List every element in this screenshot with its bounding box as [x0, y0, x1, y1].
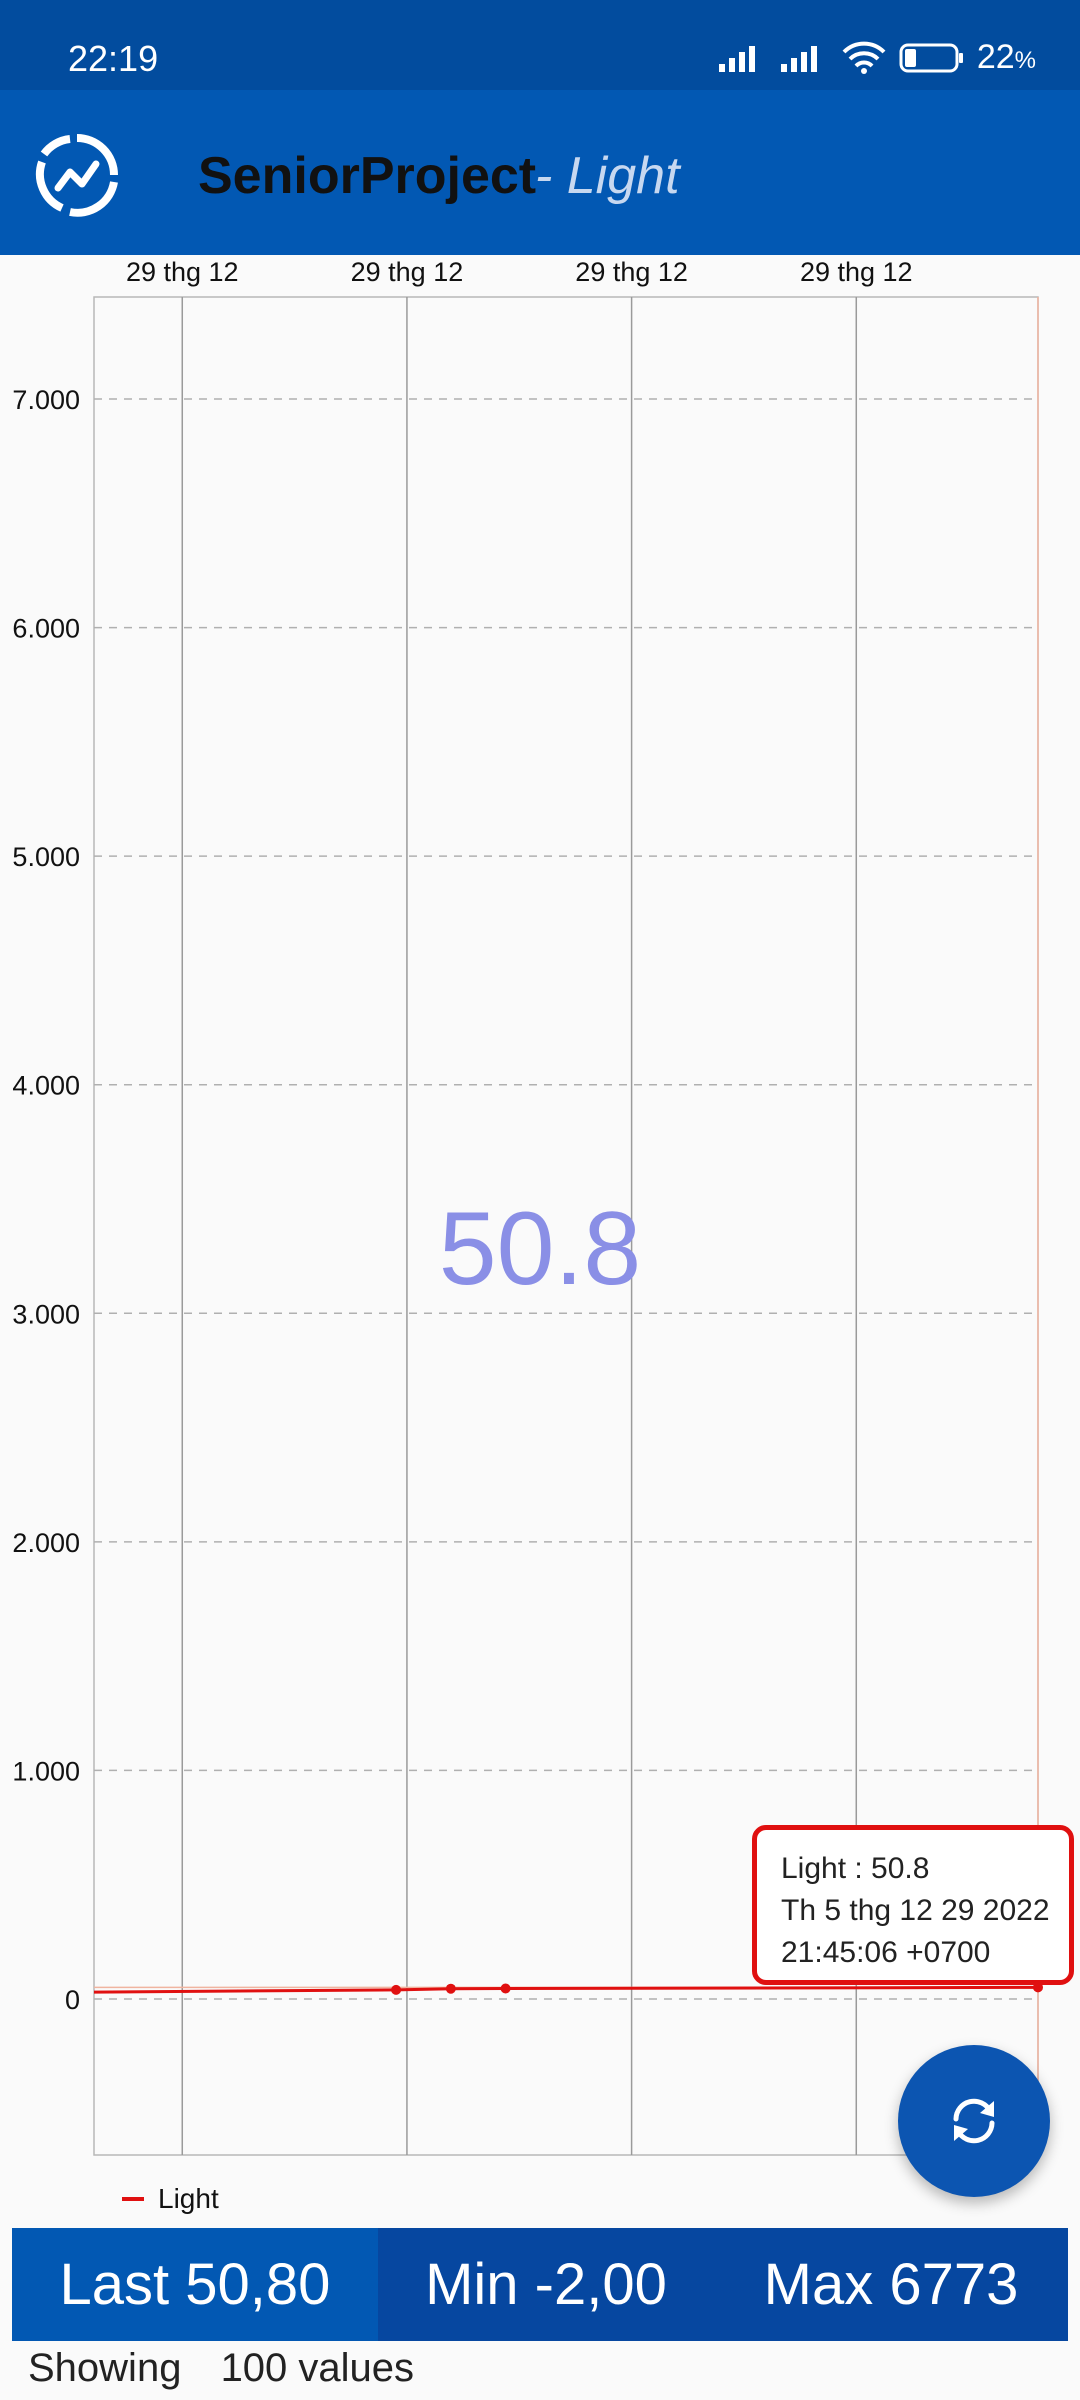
app-title: SeniorProject	[198, 147, 537, 205]
data-point	[500, 1983, 511, 1994]
tooltip-line-time: 21:45:06 +0700	[781, 1936, 991, 1969]
stat-max: Max 6773	[714, 2228, 1068, 2341]
status-time: 22:19	[68, 38, 159, 79]
signal-icon	[780, 45, 817, 72]
tooltip-line-date: Th 5 thg 12 29 2022	[781, 1894, 1050, 1927]
status-icons: 22%	[717, 38, 1036, 77]
stats-bar: Last 50,80 Min -2,00 Max 6773	[12, 2228, 1068, 2341]
refresh-icon	[953, 2098, 995, 2144]
app-subtitle: - Light	[535, 147, 680, 205]
x-tick-label: 29 thg 12	[351, 257, 464, 287]
y-tick-label: 6.000	[12, 614, 80, 644]
battery-icon	[899, 43, 963, 72]
data-point	[391, 1984, 402, 1995]
status-bar: 22:19 22%	[0, 0, 1080, 90]
y-tick-label: 7.000	[12, 385, 80, 415]
tooltip-line-value: Light : 50.8	[781, 1852, 930, 1885]
refresh-button[interactable]	[898, 2045, 1050, 2197]
legend-swatch	[122, 2197, 144, 2201]
x-tick-label: 29 thg 12	[575, 257, 688, 287]
x-tick-label: 29 thg 12	[126, 257, 239, 287]
y-tick-label: 2.000	[12, 1528, 80, 1558]
y-tick-label: 1.000	[12, 1756, 80, 1786]
footer-info: Showing 100 values	[28, 2346, 442, 2391]
stat-min: Min -2,00	[378, 2228, 714, 2341]
wifi-icon	[842, 41, 886, 74]
app-bar	[0, 90, 1080, 255]
footer-count: 100 values	[220, 2346, 415, 2390]
chart-logo-icon[interactable]	[34, 132, 120, 218]
stat-last: Last 50,80	[12, 2228, 378, 2341]
y-tick-label: 4.000	[12, 1071, 80, 1101]
footer-label: Showing	[28, 2346, 182, 2390]
legend-label: Light	[158, 2183, 219, 2214]
battery-percent: 22%	[976, 38, 1036, 76]
chart-tooltip: Light : 50.8 Th 5 thg 12 29 2022 21:45:0…	[752, 1825, 1074, 1985]
data-point	[445, 1983, 456, 1994]
y-tick-label: 5.000	[12, 842, 80, 872]
signal-icon	[718, 45, 755, 72]
line-chart[interactable]: 29 thg 12 29 thg 12 29 thg 12 29 thg 12 7.00…	[0, 255, 1080, 2185]
chart-legend: Light	[122, 2183, 219, 2215]
y-tick-label: 3.000	[12, 1299, 80, 1329]
x-tick-label: 29 thg 12	[800, 257, 913, 287]
y-tick-label: 0	[65, 1985, 80, 2015]
